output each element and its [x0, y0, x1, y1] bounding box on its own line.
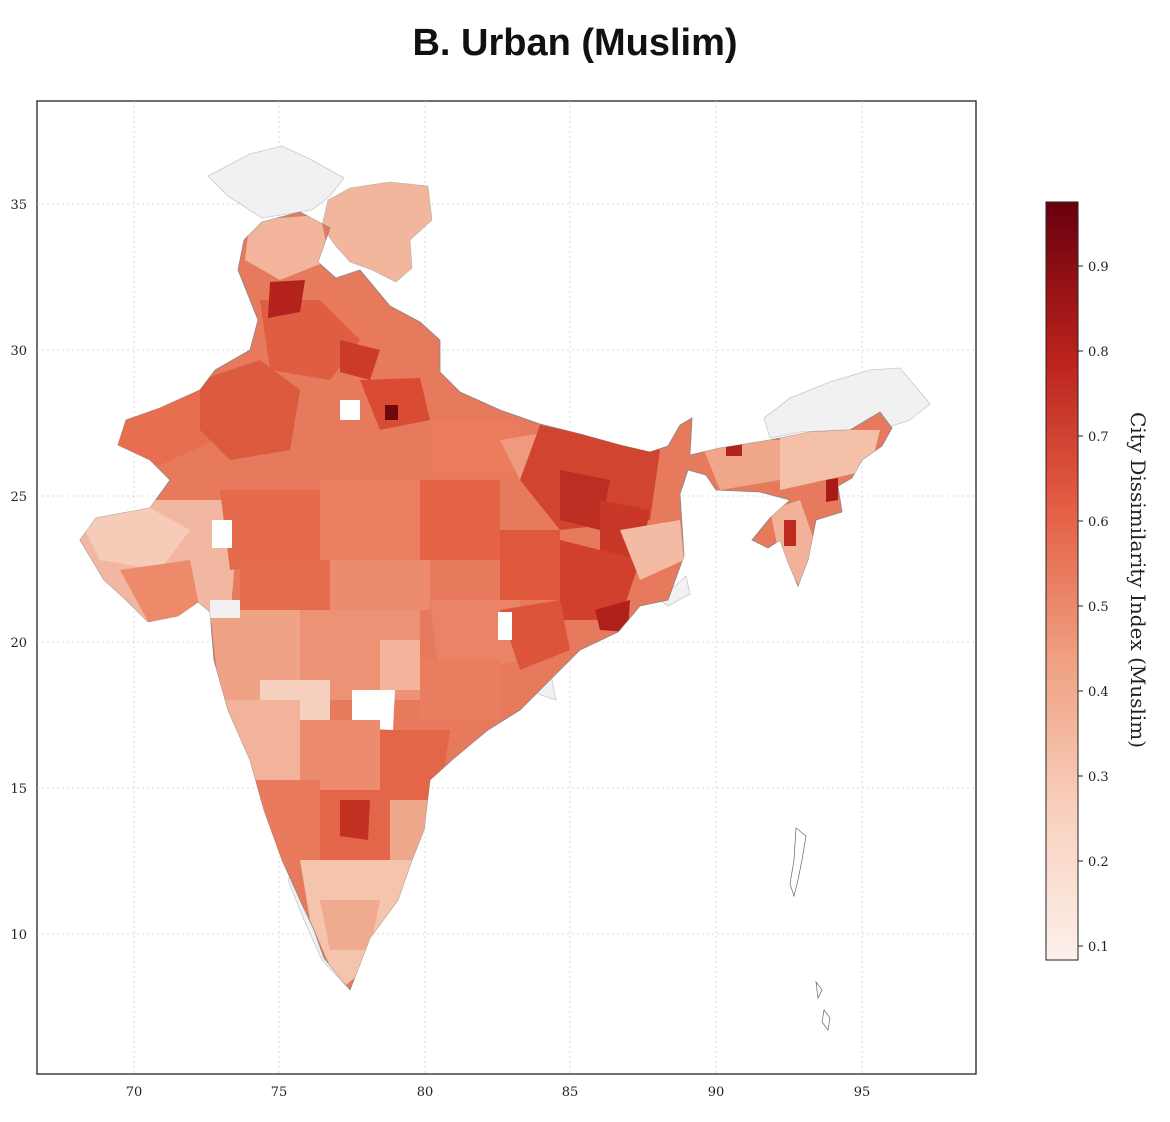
x-axis: 70 75 80 85 90 95 [126, 1085, 871, 1100]
colorbar-tick-label: 0.2 [1088, 855, 1109, 870]
y-tick-label: 15 [10, 782, 27, 797]
y-tick-label: 10 [10, 928, 27, 943]
colorbar-tick-label: 0.6 [1088, 515, 1109, 530]
x-tick-label: 80 [417, 1085, 434, 1100]
colorbar-gradient [1045, 201, 1079, 961]
y-tick-label: 25 [10, 490, 27, 505]
x-tick-label: 85 [562, 1085, 579, 1100]
colorbar-tick-label: 0.8 [1088, 345, 1109, 360]
colorbar-label: City Dissimilarity Index (Muslim) [1126, 412, 1150, 748]
x-tick-label: 70 [126, 1085, 143, 1100]
x-tick-label: 90 [708, 1085, 725, 1100]
y-tick-label: 20 [10, 636, 27, 651]
colorbar-tick-label: 0.9 [1088, 260, 1109, 275]
colorbar-tick-label: 0.5 [1088, 600, 1109, 615]
y-tick-label: 35 [10, 198, 27, 213]
x-tick-label: 95 [854, 1085, 871, 1100]
y-tick-label: 30 [10, 344, 27, 359]
colorbar: 0.9 0.8 0.7 0.6 0.5 0.4 0.3 0.2 0.1 City… [1045, 201, 1150, 961]
colorbar-tick-label: 0.7 [1088, 430, 1109, 445]
colorbar-tick-label: 0.4 [1088, 685, 1109, 700]
x-tick-label: 75 [271, 1085, 288, 1100]
colorbar-tick-label: 0.1 [1088, 940, 1109, 955]
map-title: B. Urban (Muslim) [412, 22, 738, 64]
y-axis: 35 30 25 20 15 10 [10, 198, 27, 943]
colorbar-tick-label: 0.3 [1088, 770, 1109, 785]
andaman-islands [789, 827, 831, 1031]
region-ladakh [321, 181, 433, 283]
